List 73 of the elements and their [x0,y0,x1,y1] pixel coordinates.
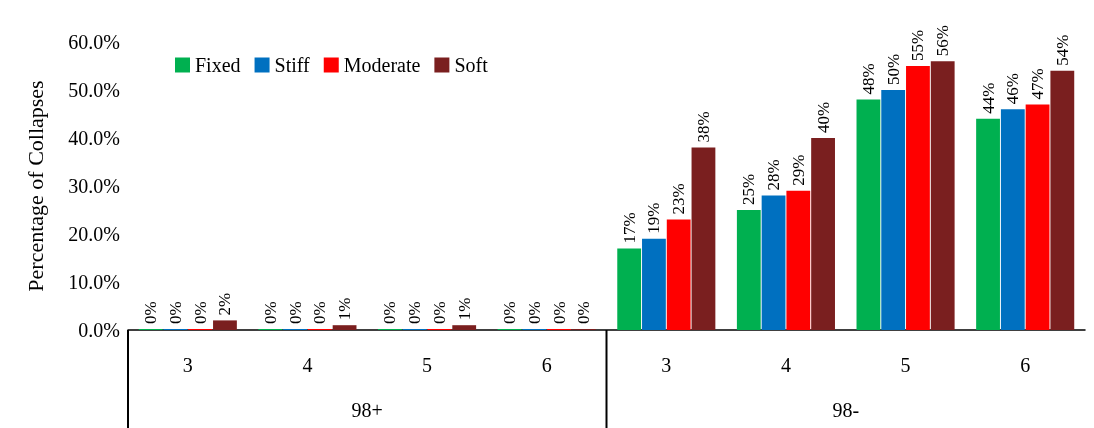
x-tick-label: 4 [302,354,313,376]
y-axis-title: Percentage of Collapses [22,80,48,292]
data-label: 44% [978,82,998,114]
bar [736,210,761,330]
legend-label: Stiff [274,54,311,76]
y-tick-label: 10.0% [68,271,120,293]
data-label: 0% [500,301,520,324]
data-label: 54% [1052,34,1072,66]
data-label: 17% [619,212,639,244]
data-label: 56% [933,25,953,57]
data-label: 1% [454,297,474,321]
bar [930,61,955,330]
bar [666,219,691,330]
bar [1050,70,1075,330]
bar [856,99,881,330]
bar [691,147,716,330]
data-label: 2% [215,292,235,316]
y-tick-label: 50.0% [68,79,120,101]
data-label: 25% [739,173,759,205]
bar [452,325,477,330]
x-tick-label: 6 [541,354,552,376]
data-label: 38% [693,111,713,143]
data-label: 29% [788,154,808,186]
bar [786,190,811,330]
y-tick-label: 30.0% [68,175,120,197]
data-label: 0% [141,301,161,324]
data-label: 55% [908,29,928,61]
data-label: 0% [429,301,449,324]
bar [811,138,835,330]
bar [332,325,357,330]
bar [881,90,906,330]
bar [976,118,1000,330]
data-label: 0% [574,301,594,324]
data-label: 19% [644,202,664,234]
y-tick-label: 40.0% [68,127,120,149]
x-tick-label: 5 [422,354,433,376]
bar [642,238,666,330]
y-tick-label: 0.0% [78,319,120,341]
bar [1000,109,1025,330]
data-label: 0% [549,301,569,324]
x-tick-label: 3 [661,354,672,376]
legend-label: Soft [454,54,489,76]
x-tick-label: 4 [780,354,791,376]
y-tick-label: 20.0% [68,223,120,245]
data-label: 48% [858,63,878,95]
legend-label: Fixed [195,54,241,76]
x-tick-label: 5 [900,354,911,376]
x-tick-label: 3 [182,354,193,376]
data-label: 0% [405,301,425,324]
data-label: 46% [1003,73,1023,105]
bar [906,66,930,330]
data-label: 47% [1028,68,1048,100]
data-label: 0% [260,301,280,324]
data-label: 23% [669,183,689,215]
y-tick-label: 60.0% [68,31,120,53]
data-label: 1% [335,297,355,321]
text: 98- [832,399,860,421]
data-label: 28% [764,159,784,191]
data-label: 0% [285,301,305,324]
data-label: 50% [883,53,903,85]
data-label: 0% [524,301,544,324]
bar [761,195,786,330]
bar [213,320,237,330]
bar [617,248,642,330]
data-label: 0% [310,301,330,324]
text: 98+ [351,399,383,421]
legend-label: Moderate [343,54,421,76]
data-label: 40% [813,101,833,133]
data-label: 0% [380,301,400,324]
data-label: 0% [190,301,210,324]
data-label: 0% [165,301,185,324]
x-tick-label: 6 [1020,354,1031,376]
bar [1025,104,1050,330]
